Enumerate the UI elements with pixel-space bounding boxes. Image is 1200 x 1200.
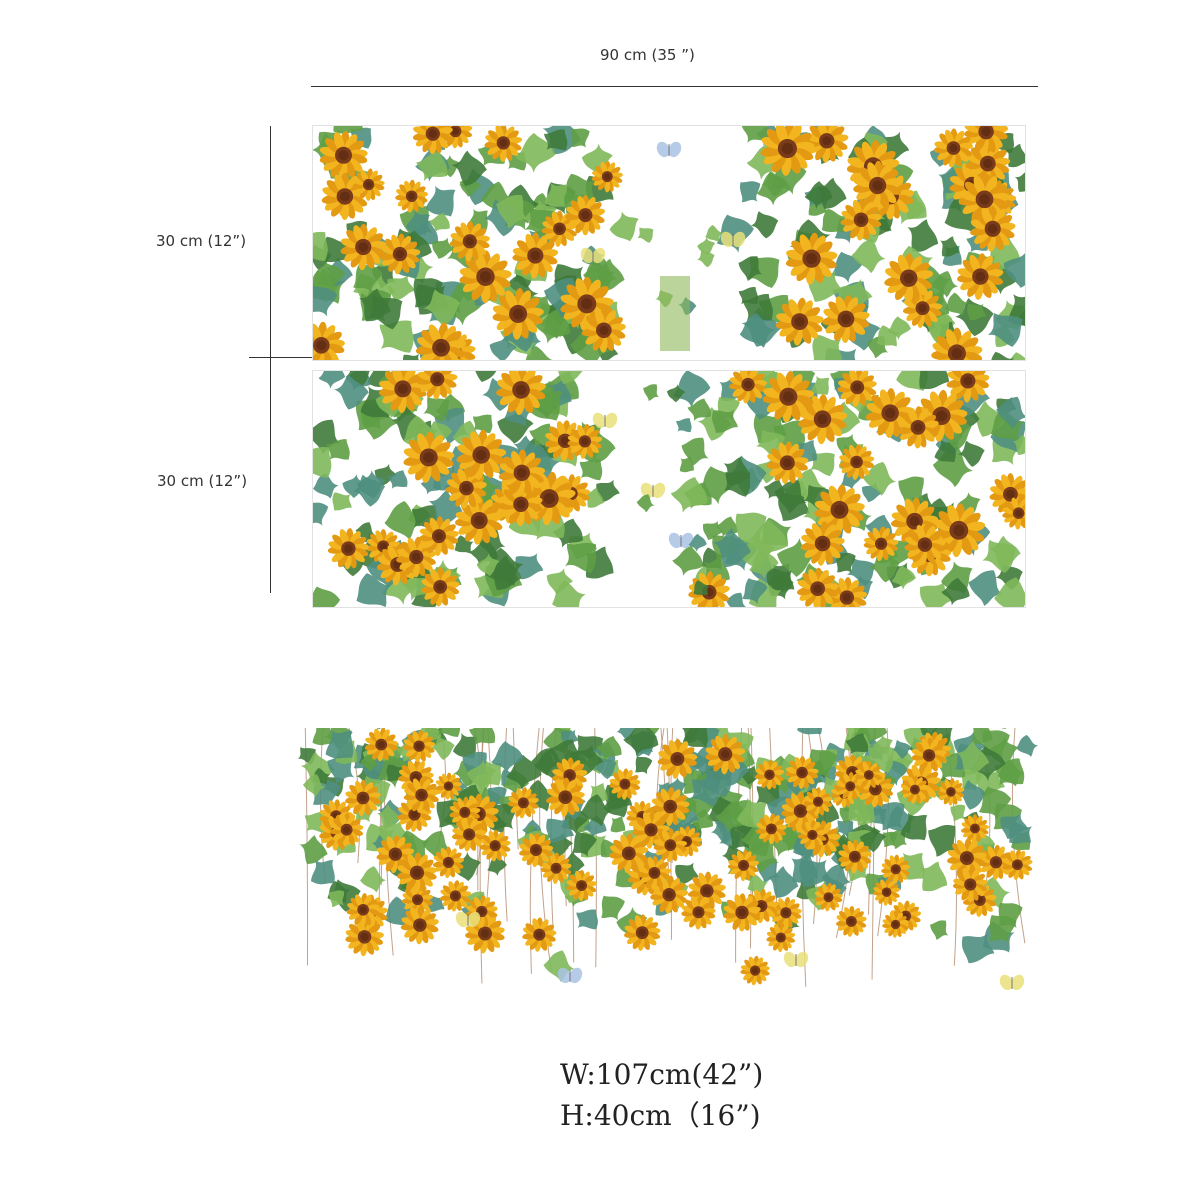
width-dimension-label: 90 cm (35 ”)	[600, 46, 695, 64]
height-dimension-label-bottom: 30 cm (12”)	[157, 472, 248, 490]
sunflower-vine-icon	[313, 371, 1025, 607]
sunflower-vine-icon	[313, 126, 1025, 360]
assembled-sunflower-garland	[298, 728, 1040, 1008]
sticker-sheet-top	[312, 125, 1026, 361]
sticker-sheet-bottom	[312, 370, 1026, 608]
height-dimension-label-top: 30 cm (12”)	[156, 232, 247, 250]
height-dimension-line	[270, 126, 271, 593]
final-height-text: H:40cm（16”)	[560, 1099, 761, 1132]
width-dimension-line	[311, 86, 1038, 87]
sunflower-vine-icon	[298, 728, 1039, 991]
final-width-text: W:107cm(42”)	[560, 1058, 764, 1091]
height-divider-tick	[249, 357, 312, 358]
